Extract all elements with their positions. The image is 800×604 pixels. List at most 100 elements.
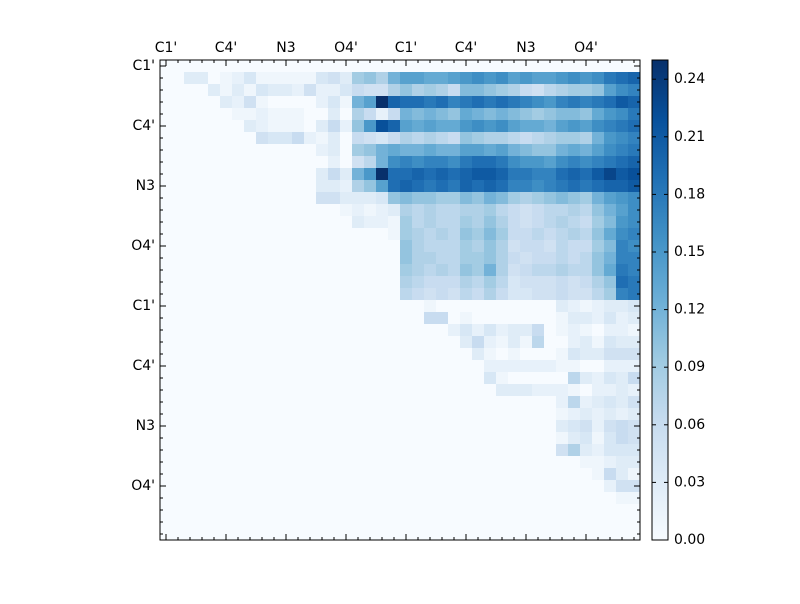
heatmap-cell [256, 432, 269, 445]
colorbar [651, 59, 669, 541]
heatmap-cell [616, 96, 629, 109]
heatmap-cell [256, 300, 269, 313]
heatmap-cell [388, 180, 401, 193]
heatmap-cell [304, 372, 317, 385]
heatmap-cell [196, 396, 209, 409]
heatmap-cell [628, 312, 641, 325]
heatmap-cell [364, 216, 377, 229]
heatmap-cell [532, 264, 545, 277]
heatmap-cell [352, 108, 365, 121]
heatmap-cell [172, 396, 185, 409]
heatmap-cell [280, 192, 293, 205]
heatmap-cell [628, 144, 641, 157]
heatmap-cell [364, 504, 377, 517]
heatmap-cell [580, 396, 593, 409]
heatmap-cell [208, 444, 221, 457]
heatmap-cell [364, 516, 377, 529]
heatmap-cell [544, 228, 557, 241]
heatmap-cell [160, 204, 173, 217]
heatmap-cell [400, 132, 413, 145]
heatmap-cell [424, 240, 437, 253]
heatmap-cell [304, 72, 317, 85]
heatmap-cell [388, 192, 401, 205]
heatmap-cell [304, 504, 317, 517]
heatmap-cell [256, 132, 269, 145]
heatmap-cell [496, 516, 509, 529]
heatmap-cell [352, 156, 365, 169]
heatmap-cell [292, 396, 305, 409]
heatmap-cell [568, 324, 581, 337]
heatmap-cell [604, 420, 617, 433]
heatmap-cell [496, 420, 509, 433]
heatmap-cell [364, 144, 377, 157]
heatmap-cell [568, 492, 581, 505]
heatmap-cell [388, 72, 401, 85]
heatmap-cell [448, 444, 461, 457]
heatmap-cell [472, 120, 485, 133]
heatmap-cell [616, 84, 629, 97]
heatmap-cell [340, 204, 353, 217]
heatmap-cell [508, 360, 521, 373]
heatmap-cell [424, 420, 437, 433]
heatmap-cell [460, 312, 473, 325]
heatmap-cell [436, 324, 449, 337]
heatmap-cell [196, 384, 209, 397]
heatmap-cell [220, 372, 233, 385]
heatmap-cell [376, 144, 389, 157]
heatmap-cell [364, 60, 377, 73]
heatmap-cell [208, 72, 221, 85]
heatmap-cell [352, 204, 365, 217]
heatmap-cell [220, 264, 233, 277]
heatmap-cell [208, 516, 221, 529]
heatmap-cell [268, 192, 281, 205]
heatmap-cell [172, 252, 185, 265]
heatmap-cell [388, 252, 401, 265]
heatmap-cell [292, 492, 305, 505]
heatmap-cell [604, 360, 617, 373]
heatmap-cell [328, 480, 341, 493]
heatmap-cell [256, 156, 269, 169]
heatmap-cell [304, 408, 317, 421]
heatmap-cell [412, 252, 425, 265]
heatmap-cell [160, 492, 173, 505]
heatmap-cell [424, 120, 437, 133]
heatmap-cell [328, 252, 341, 265]
heatmap-cell [484, 84, 497, 97]
heatmap-cell [604, 216, 617, 229]
heatmap-cell [628, 264, 641, 277]
heatmap-cell [268, 456, 281, 469]
heatmap-cell [256, 252, 269, 265]
heatmap-cell [196, 336, 209, 349]
heatmap-cell [364, 132, 377, 145]
heatmap-cell [232, 396, 245, 409]
heatmap-cell [172, 84, 185, 97]
heatmap-cell [364, 192, 377, 205]
heatmap-cell [508, 372, 521, 385]
heatmap-cell [352, 312, 365, 325]
heatmap-cell [232, 492, 245, 505]
heatmap-cell [232, 132, 245, 145]
heatmap-cell [508, 96, 521, 109]
heatmap-cell [532, 300, 545, 313]
heatmap-cell [424, 156, 437, 169]
heatmap-cell [292, 120, 305, 133]
heatmap-cell [508, 288, 521, 301]
heatmap-cell [172, 384, 185, 397]
heatmap-cell [316, 108, 329, 121]
heatmap-cell [412, 132, 425, 145]
heatmap-cell [532, 468, 545, 481]
heatmap-cell [496, 60, 509, 73]
heatmap-cell [436, 348, 449, 361]
heatmap-cell [328, 288, 341, 301]
heatmap-cell [544, 444, 557, 457]
heatmap-cell [424, 288, 437, 301]
heatmap-cell [208, 396, 221, 409]
heatmap-cell [592, 528, 605, 541]
heatmap-cell [388, 120, 401, 133]
heatmap-cell [376, 216, 389, 229]
heatmap-cell [388, 276, 401, 289]
heatmap-cell [340, 252, 353, 265]
heatmap-cell [400, 240, 413, 253]
heatmap-cell [256, 420, 269, 433]
heatmap-cell [316, 120, 329, 133]
